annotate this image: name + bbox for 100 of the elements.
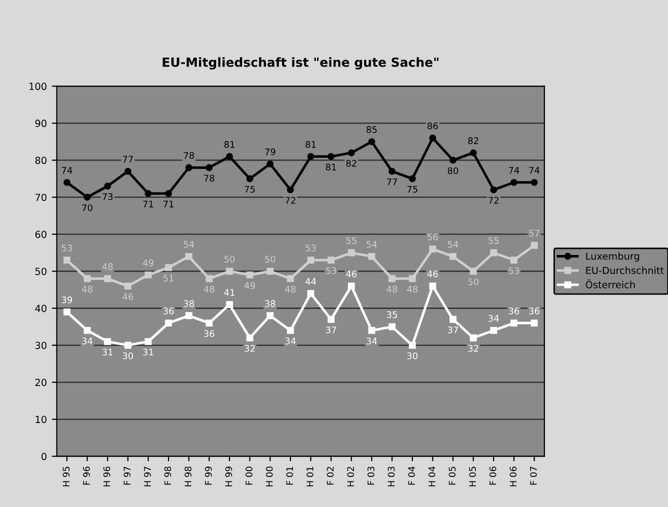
data-label: 39 (62, 296, 72, 304)
point (165, 264, 172, 272)
point (266, 160, 274, 168)
point (368, 138, 376, 146)
point (246, 334, 254, 342)
data-label: 85 (366, 126, 377, 134)
point (530, 242, 538, 249)
data-label: 79 (265, 148, 276, 156)
y-tick-label: 100 (30, 82, 46, 90)
data-label: 53 (508, 267, 519, 274)
data-label: 77 (387, 178, 398, 186)
x-tick-label: H 95 (62, 466, 70, 486)
point (510, 256, 518, 264)
data-label: 54 (448, 241, 458, 248)
data-label: 46 (427, 270, 438, 278)
data-label: 72 (285, 196, 296, 204)
point (185, 312, 192, 320)
point (348, 282, 355, 290)
point (104, 182, 112, 190)
data-label: 55 (488, 237, 499, 244)
x-tick-label: F 03 (368, 466, 374, 485)
data-label: 46 (346, 270, 357, 278)
data-label: 31 (143, 348, 154, 356)
data-label: 46 (122, 293, 134, 300)
data-label: 49 (142, 259, 154, 266)
point (144, 271, 152, 278)
legend-label: Österreich (586, 279, 635, 288)
point (124, 342, 132, 349)
point (530, 320, 538, 327)
point (246, 271, 254, 278)
point (328, 153, 335, 160)
point (470, 334, 477, 342)
data-label: 54 (366, 241, 377, 248)
legend-label: EU-Durchschnitt (586, 266, 664, 274)
data-label: 34 (82, 338, 92, 344)
point (388, 323, 396, 330)
data-label: 32 (244, 344, 255, 352)
data-label: 48 (407, 286, 418, 293)
point (185, 164, 192, 172)
data-label: 31 (102, 348, 112, 356)
point (429, 134, 436, 142)
data-label: 38 (265, 300, 276, 307)
data-label: 53 (62, 244, 72, 252)
point (185, 252, 192, 260)
data-label: 54 (184, 241, 194, 248)
y-tick-label: 80 (35, 156, 46, 164)
data-label: 48 (204, 286, 214, 293)
point (429, 282, 436, 290)
data-label: 71 (143, 200, 154, 208)
y-tick-label: 40 (35, 304, 46, 312)
point (206, 275, 213, 282)
point (84, 326, 91, 334)
x-tick-label: H 99 (225, 466, 232, 486)
x-tick-label: H 96 (103, 466, 110, 486)
data-label: 34 (285, 338, 296, 344)
data-label: 74 (529, 167, 540, 174)
data-label: 81 (326, 164, 336, 170)
data-label: 75 (407, 186, 418, 193)
point (408, 275, 416, 282)
point (63, 308, 70, 316)
point (368, 326, 376, 334)
y-tick-label: 70 (35, 194, 46, 202)
point (408, 175, 416, 182)
point (490, 326, 498, 334)
data-label: 81 (306, 140, 316, 148)
point (165, 190, 172, 197)
point (266, 312, 274, 320)
data-label: 82 (468, 137, 478, 144)
data-label: 36 (204, 330, 214, 337)
x-tick-label: H 01 (306, 466, 314, 486)
point (490, 186, 498, 194)
x-tick-label: F 06 (489, 466, 496, 485)
data-label: 75 (244, 186, 255, 193)
x-tick-label: H 00 (266, 466, 273, 486)
point (84, 275, 91, 282)
point (348, 149, 355, 156)
point (368, 252, 376, 260)
data-label: 80 (448, 167, 458, 174)
point (266, 268, 274, 275)
point (388, 275, 396, 282)
point (328, 316, 335, 323)
point (286, 326, 294, 334)
point (450, 316, 456, 323)
point (124, 282, 132, 290)
point (246, 175, 254, 182)
x-tick-label: F 02 (326, 466, 334, 485)
x-tick-label: H 04 (428, 466, 436, 486)
point (450, 156, 456, 164)
point (124, 168, 132, 175)
point (84, 194, 91, 201)
data-label: 57 (529, 230, 540, 237)
point (388, 168, 396, 175)
x-tick-label: F 96 (83, 466, 90, 485)
data-label: 36 (163, 308, 174, 314)
data-label: 56 (428, 234, 438, 240)
data-label: 44 (305, 278, 316, 285)
point (307, 256, 314, 264)
data-label: 48 (82, 286, 92, 293)
x-tick-label: H 97 (144, 466, 151, 486)
data-label: 51 (163, 274, 174, 282)
